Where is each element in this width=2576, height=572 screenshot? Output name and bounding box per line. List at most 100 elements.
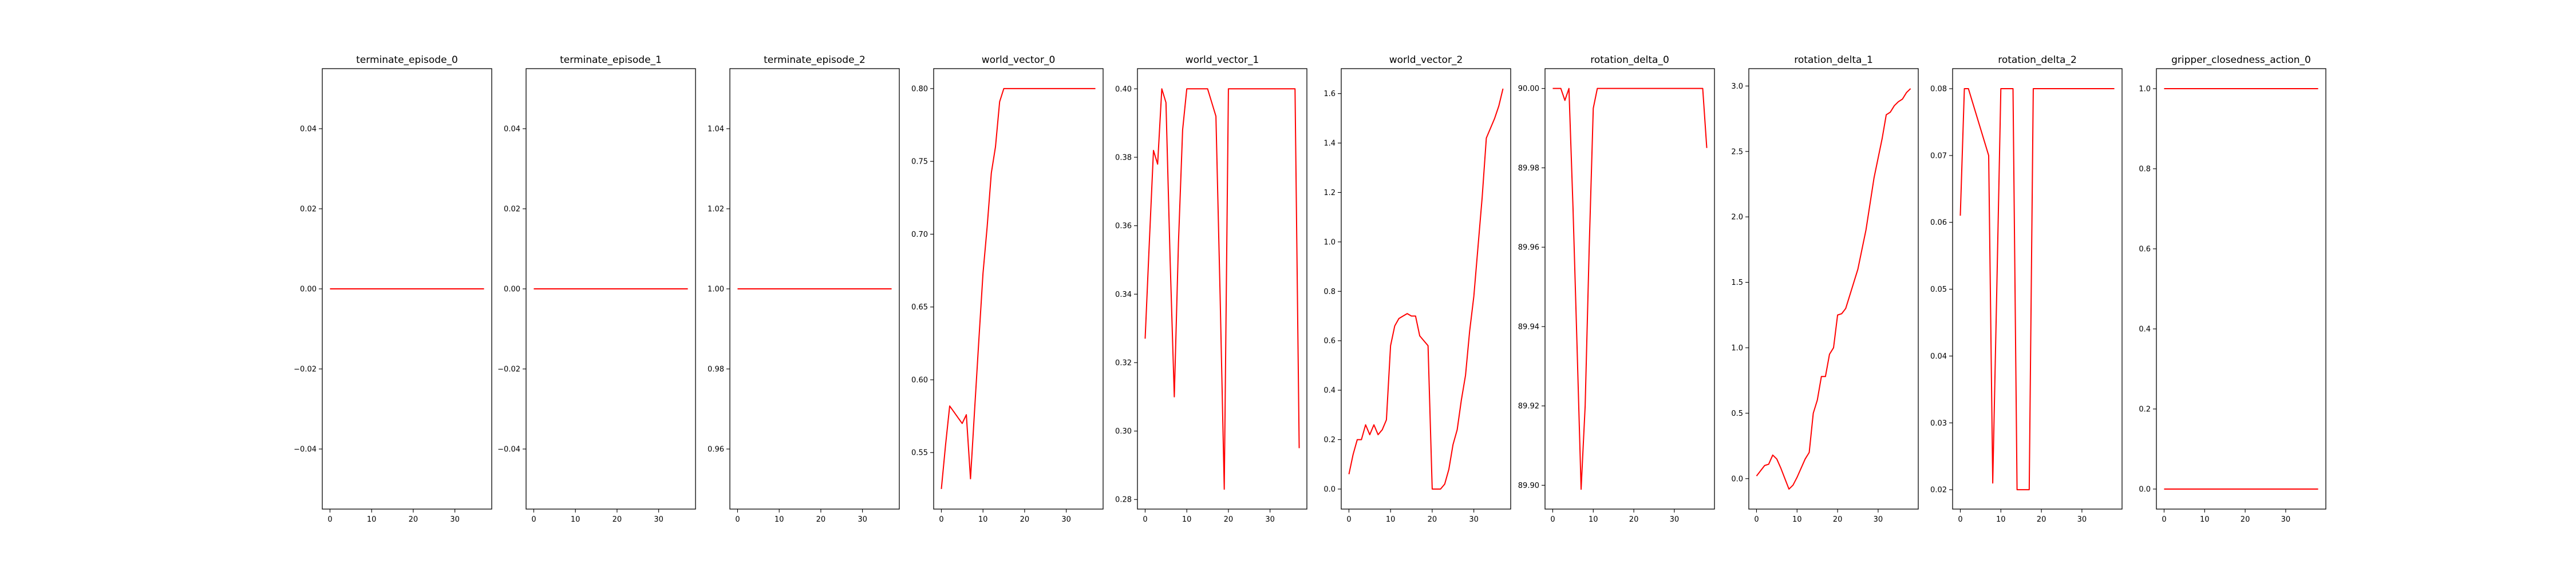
x-tick-label: 20 xyxy=(1833,515,1843,524)
x-tick-label: 10 xyxy=(571,515,580,524)
y-tick-label: 0.05 xyxy=(1930,285,1947,294)
y-tick-label: 0.8 xyxy=(2139,165,2151,174)
x-tick-label: 30 xyxy=(450,515,460,524)
y-tick-label: 89.98 xyxy=(1518,164,1539,173)
y-tick-label: 0.08 xyxy=(1930,85,1947,94)
y-tick-label: −0.02 xyxy=(294,366,317,374)
subplot: terminate_episode_0 0 10 20 30 −0.04 −0.02 0.00… xyxy=(294,54,492,524)
subplot: world_vector_2 0 10 20 30 0.0 0.2 0.4 0.6 0.8 1.0 1… xyxy=(1323,54,1511,524)
y-tick-label: 89.90 xyxy=(1518,482,1539,490)
y-tick-label: 0.2 xyxy=(1323,436,1336,444)
y-tick-label: 1.04 xyxy=(708,125,724,134)
x-tick-label: 20 xyxy=(1428,515,1437,524)
x-tick-label: 30 xyxy=(2077,515,2087,524)
series-line xyxy=(941,88,1096,489)
x-tick-label: 0 xyxy=(1958,515,1962,524)
subplot-title: terminate_episode_0 xyxy=(356,54,458,66)
subplot: world_vector_1 0 10 20 30 0.28 0.30 0.32 0.34 0.3… xyxy=(1115,54,1307,524)
y-tick-label: 0.32 xyxy=(1115,359,1132,367)
subplot: gripper_closedness_action_0 0 10 20 30 0.0 0.2… xyxy=(2139,54,2326,524)
y-tick-label: −0.04 xyxy=(294,446,317,454)
axes-frame xyxy=(1748,68,1919,510)
y-tick-label: 0.0 xyxy=(1323,486,1336,494)
x-tick-label: 10 xyxy=(1792,515,1802,524)
series-line xyxy=(1552,88,1708,490)
x-tick-label: 0 xyxy=(327,515,332,524)
y-tick-label: 0.07 xyxy=(1930,152,1947,160)
y-tick-label: 0.03 xyxy=(1930,419,1947,428)
series-line xyxy=(1959,88,2115,491)
y-tick-label: 2.5 xyxy=(1731,148,1743,156)
x-tick-label: 20 xyxy=(2037,515,2046,524)
x-tick-label: 0 xyxy=(1754,515,1759,524)
x-tick-label: 0 xyxy=(1143,515,1147,524)
y-tick-label: 0.65 xyxy=(911,303,928,312)
y-tick-label: 1.0 xyxy=(1323,238,1336,247)
y-tick-label: 3.0 xyxy=(1731,82,1743,91)
subplot-title: rotation_delta_2 xyxy=(1998,54,2077,66)
y-tick-label: 1.5 xyxy=(1731,279,1743,287)
subplot-title: world_vector_0 xyxy=(982,54,1056,66)
x-tick-label: 10 xyxy=(2200,515,2210,524)
y-tick-label: 0.02 xyxy=(300,205,317,214)
x-tick-label: 0 xyxy=(531,515,536,524)
axes-frame xyxy=(1544,68,1715,510)
x-tick-label: 0 xyxy=(939,515,943,524)
y-tick-label: 0.6 xyxy=(2139,245,2151,254)
x-tick-label: 0 xyxy=(1550,515,1555,524)
axes-frame xyxy=(933,68,1104,510)
y-tick-label: 0.55 xyxy=(911,449,928,458)
y-tick-label: 2.0 xyxy=(1731,213,1743,222)
y-tick-label: 90.00 xyxy=(1518,85,1539,93)
x-tick-label: 10 xyxy=(1589,515,1598,524)
subplot: terminate_episode_1 0 10 20 30 −0.04 −0.02 0.00… xyxy=(497,54,696,524)
y-tick-label: 0.0 xyxy=(2139,486,2151,494)
y-tick-label: 0.06 xyxy=(1930,219,1947,227)
axes-frame xyxy=(1137,68,1307,510)
y-tick-label: 0.30 xyxy=(1115,427,1132,436)
series-line xyxy=(1144,88,1300,490)
x-tick-label: 20 xyxy=(1020,515,1030,524)
y-tick-label: 0.0 xyxy=(1731,475,1743,483)
x-tick-label: 30 xyxy=(654,515,663,524)
x-tick-label: 0 xyxy=(1346,515,1351,524)
y-tick-label: 0.40 xyxy=(1115,85,1132,94)
y-tick-label: 0.60 xyxy=(911,376,928,384)
y-tick-label: 0.4 xyxy=(2139,325,2151,334)
subplot-title: world_vector_2 xyxy=(1389,54,1463,66)
x-tick-label: 30 xyxy=(1469,515,1479,524)
x-tick-label: 30 xyxy=(1670,515,1680,524)
x-tick-label: 20 xyxy=(1629,515,1639,524)
subplot-title: rotation_delta_0 xyxy=(1590,54,1669,66)
series-line xyxy=(1348,88,1504,490)
y-tick-label: 89.92 xyxy=(1518,402,1539,411)
x-tick-label: 30 xyxy=(1265,515,1275,524)
y-tick-label: 1.0 xyxy=(1731,344,1743,352)
subplot: rotation_delta_1 0 10 20 30 0.0 0.5 1.0 1.5 2.0 2.… xyxy=(1731,54,1919,524)
x-tick-label: 20 xyxy=(1224,515,1234,524)
subplot: rotation_delta_2 0 10 20 30 0.02 0.03 0.04 0.05 0… xyxy=(1930,54,2123,524)
subplot-title: world_vector_1 xyxy=(1186,54,1259,66)
y-tick-label: 0.70 xyxy=(911,231,928,239)
x-tick-label: 20 xyxy=(2241,515,2250,524)
y-tick-label: 0.00 xyxy=(300,285,317,294)
x-tick-label: 10 xyxy=(367,515,377,524)
y-tick-label: 0.28 xyxy=(1115,496,1132,505)
y-tick-label: 1.6 xyxy=(1323,90,1336,98)
y-tick-label: 1.00 xyxy=(708,285,724,294)
x-tick-label: 10 xyxy=(978,515,988,524)
y-tick-label: 0.6 xyxy=(1323,337,1336,345)
series-line xyxy=(1756,88,1911,490)
x-tick-label: 20 xyxy=(409,515,418,524)
x-tick-label: 30 xyxy=(1874,515,1883,524)
y-tick-label: 0.04 xyxy=(300,125,317,134)
x-tick-label: 20 xyxy=(613,515,622,524)
y-tick-label: 0.8 xyxy=(1323,288,1336,296)
subplot-title: gripper_closedness_action_0 xyxy=(2171,54,2311,66)
x-tick-label: 30 xyxy=(2281,515,2291,524)
y-tick-label: 0.4 xyxy=(1323,387,1336,395)
y-tick-label: 0.36 xyxy=(1115,222,1132,231)
axes-frame xyxy=(1341,68,1511,510)
y-tick-label: 89.94 xyxy=(1518,323,1539,331)
y-tick-label: 1.0 xyxy=(2139,85,2151,94)
